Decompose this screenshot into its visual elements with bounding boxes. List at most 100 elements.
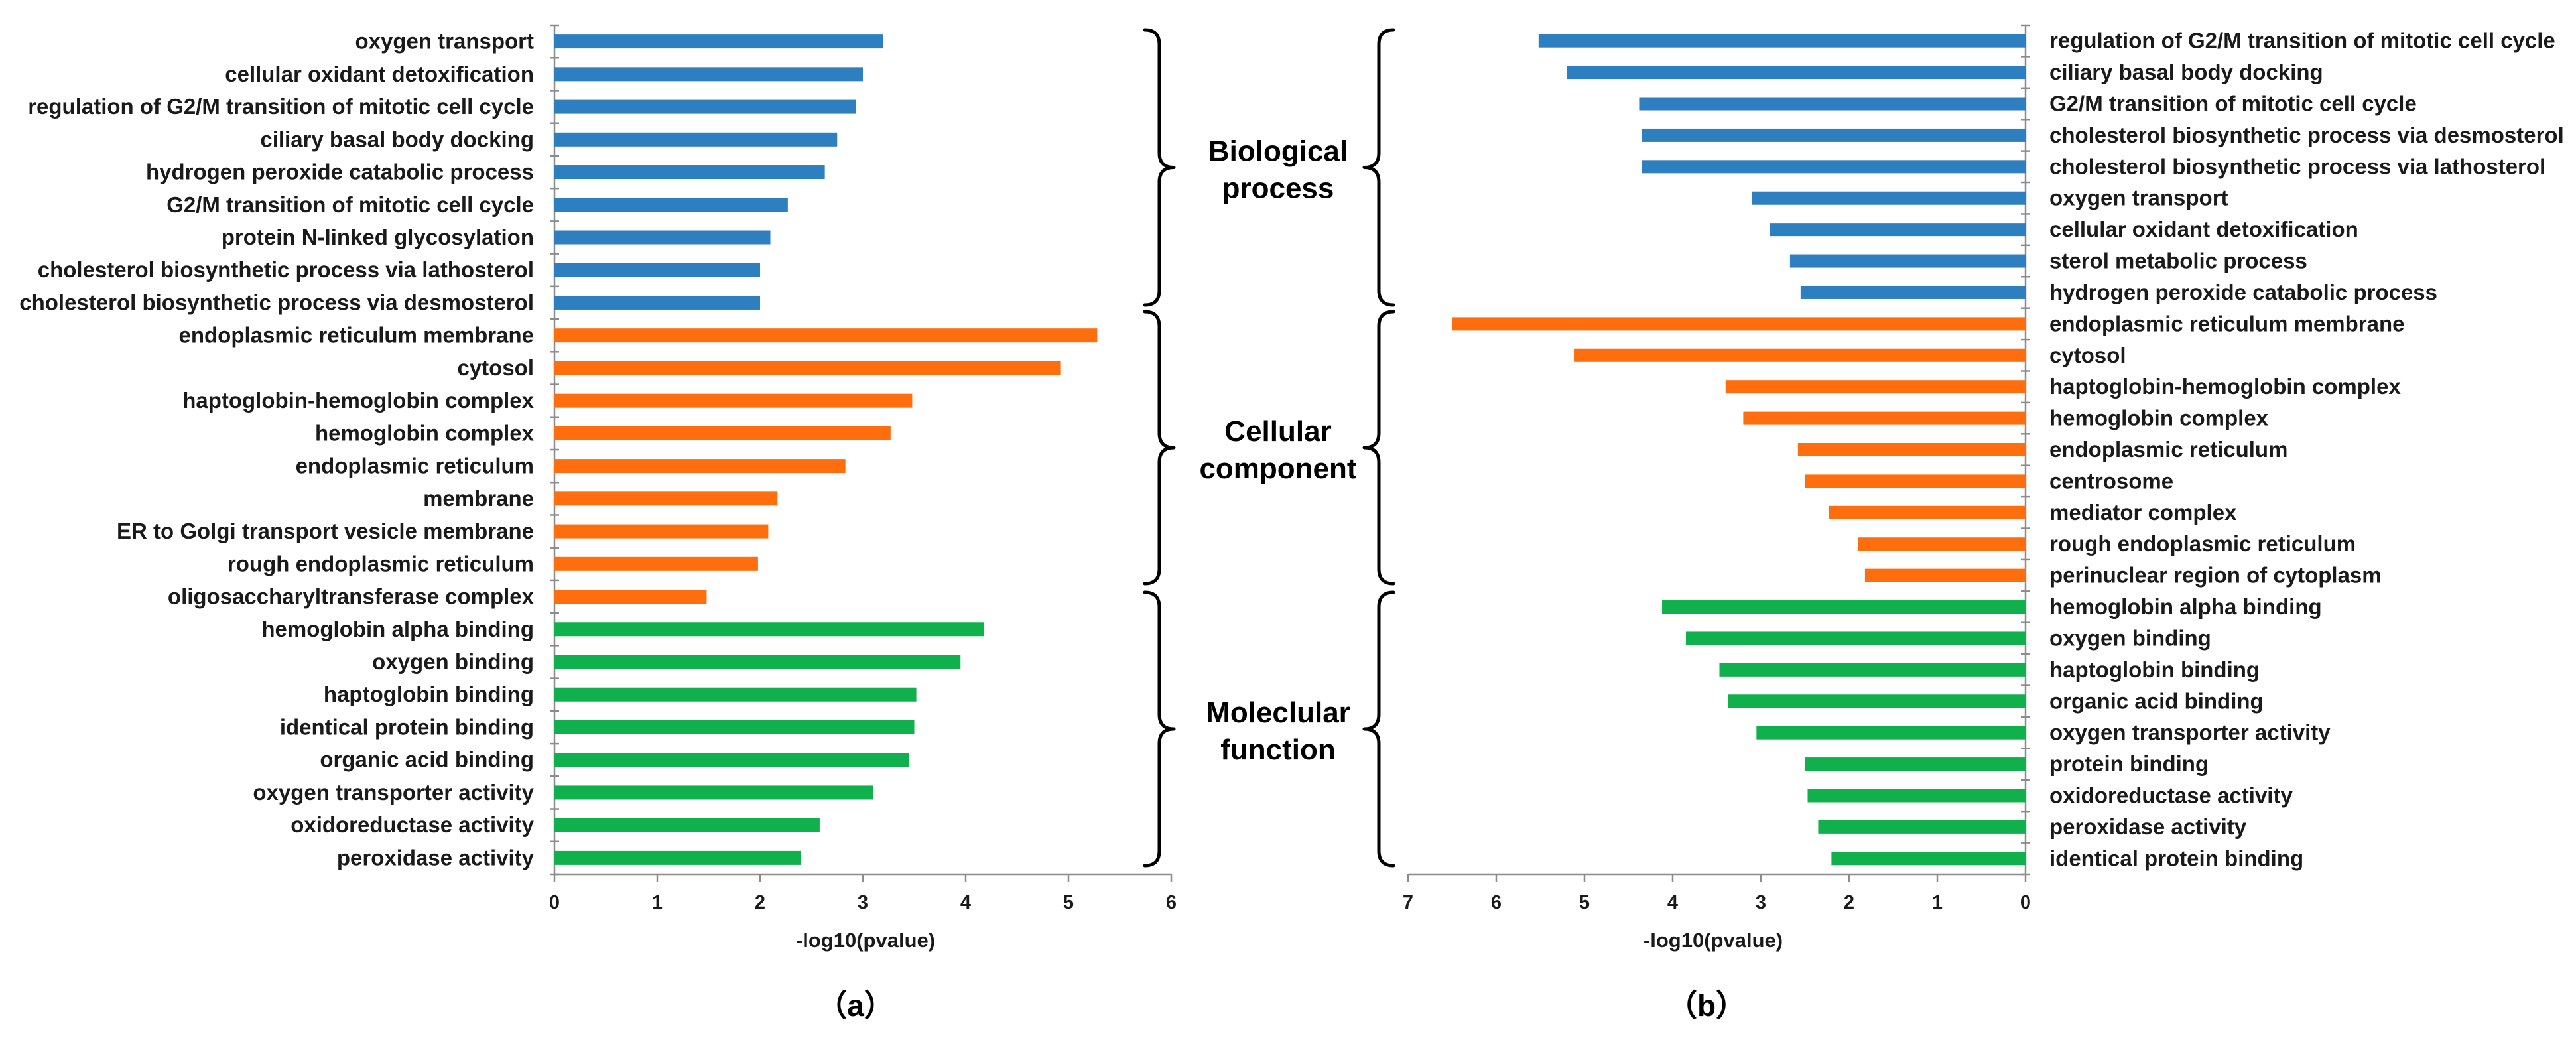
group-label-biological-process: Biological — [1208, 135, 1348, 168]
panel-b-category-label: cholesterol biosynthetic process via lat… — [2049, 154, 2545, 178]
panel-a-category-label: membrane — [423, 486, 534, 511]
panel-a-category-label: identical protein binding — [280, 714, 534, 739]
panel-b-category-label: regulation of G2/M transition of mitotic… — [2049, 29, 2555, 53]
panel-a-category-label: hydrogen peroxide catabolic process — [146, 160, 534, 184]
panel-b-value-tick-label: 5 — [1579, 892, 1590, 913]
panel-b-value-tick-label: 0 — [2020, 892, 2031, 913]
panel-a-value-tick-label: 4 — [960, 892, 971, 913]
panel-b-category-label: centrosome — [2049, 468, 2173, 493]
panel-b-category-label: ciliary basal body docking — [2049, 60, 2323, 84]
panel-b-bar-biological-process — [1642, 160, 2026, 174]
panel-a-category-label: haptoglobin-hemoglobin complex — [182, 388, 534, 413]
panel-b-category-label: oxygen binding — [2049, 625, 2211, 650]
panel-a-category-label: organic acid binding — [320, 748, 534, 772]
panel-a-bar-cellular-component — [554, 491, 778, 506]
panel-b-category-label: endoplasmic reticulum — [2049, 437, 2287, 462]
panel-b-bar-cellular-component — [1452, 317, 2026, 331]
panel-a-value-tick-label: 5 — [1063, 892, 1074, 913]
panel-b-category-label: oxygen transport — [2049, 186, 2228, 210]
panel-b-bar-molecular-function — [1831, 852, 2026, 866]
panel-a-bar-cellular-component — [554, 459, 846, 474]
group-label-cellular-component: component — [1199, 452, 1356, 485]
panel-b-category-label: peroxidase activity — [2049, 814, 2247, 839]
panel-a-category-label: cytosol — [457, 356, 534, 380]
panel-b-bar-cellular-component — [1725, 380, 2026, 394]
panel-a-category-label: endoplasmic reticulum — [296, 454, 534, 478]
left-brace-cellular-component — [1143, 310, 1176, 586]
panel-b-value-tick-label: 6 — [1491, 892, 1502, 913]
panel-a-bar-biological-process — [554, 165, 825, 180]
panel-a-category-label: hemoglobin complex — [315, 421, 535, 445]
panel-a-category-label: oligosaccharyltransferase complex — [168, 584, 535, 609]
panel-b-category-label: cellular oxidant detoxification — [2049, 217, 2358, 241]
panel-b-bar-biological-process — [1789, 254, 2026, 268]
panel-a-category-label: protein N-linked glycosylation — [222, 225, 534, 249]
panel-b-category-label: perinuclear region of cytoplasm — [2049, 563, 2382, 588]
panel-a-bar-cellular-component — [554, 393, 913, 408]
panel-a-category-label: ER to Golgi transport vesicle membrane — [117, 519, 534, 543]
panel-a-category-label: rough endoplasmic reticulum — [227, 551, 534, 576]
panel-a-bar-biological-process — [554, 34, 883, 49]
panel-a-bar-biological-process — [554, 132, 838, 147]
panel-b-category-label: G2/M transition of mitotic cell cycle — [2049, 92, 2417, 116]
panel-b-category-label: cytosol — [2049, 343, 2126, 367]
group-label-molecular-function: function — [1220, 734, 1336, 766]
panel-b-bar-cellular-component — [1858, 537, 2026, 551]
group-label-biological-process: process — [1222, 172, 1334, 205]
panel-a-bar-molecular-function — [554, 785, 873, 800]
panel-a-category-label: endoplasmic reticulum membrane — [179, 323, 535, 348]
panel-b-bar-cellular-component — [1797, 443, 2026, 456]
panel-a-value-tick-label: 1 — [652, 892, 663, 913]
panel-b-category-label: oxygen transporter activity — [2049, 720, 2331, 745]
panel-a-bar-biological-process — [554, 198, 788, 212]
panel-b-bar-molecular-function — [1805, 757, 2026, 771]
panel-b-bar-molecular-function — [1818, 820, 2026, 834]
panel-b-category-label: rough endoplasmic reticulum — [2049, 531, 2356, 556]
panel-b-bar-biological-process — [1752, 191, 2026, 205]
panel-b-bar-cellular-component — [1805, 474, 2026, 488]
panel-a-category-label: cellular oxidant detoxification — [225, 62, 534, 86]
panel-a-bar-molecular-function — [554, 850, 801, 865]
panel-a-bar-molecular-function — [554, 753, 909, 767]
group-label-cellular-component: Cellular — [1224, 415, 1331, 448]
panel-a-category-label: regulation of G2/M transition of mitotic… — [28, 94, 534, 119]
panel-a-value-tick-label: 3 — [858, 892, 868, 913]
panel-b-bar-molecular-function — [1685, 631, 2026, 645]
panel-a-category-label: G2/M transition of mitotic cell cycle — [166, 192, 534, 217]
panel-a-bar-cellular-component — [554, 361, 1061, 375]
panel-a-x-axis-title: -log10(pvalue) — [796, 929, 935, 952]
panel-b-category-label: identical protein binding — [2049, 846, 2303, 870]
panel-b-value-tick-label: 1 — [1932, 892, 1943, 913]
panel-a-category-label: ciliary basal body docking — [260, 127, 534, 151]
panel-b-x-axis-title: -log10(pvalue) — [1643, 929, 1783, 952]
group-label-molecular-function: Moleclular — [1206, 696, 1350, 729]
panel-b-category-label: cholesterol biosynthetic process via des… — [2049, 123, 2564, 147]
panel-a-bar-molecular-function — [554, 687, 917, 702]
panel-a-bar-cellular-component — [554, 556, 758, 571]
panel-a-bar-molecular-function — [554, 622, 984, 637]
panel-a-bar-cellular-component — [554, 328, 1098, 343]
panel-b-category-label: hemoglobin complex — [2049, 406, 2269, 430]
panel-a-category-label: haptoglobin binding — [324, 682, 534, 706]
left-brace-molecular-function — [1143, 590, 1176, 868]
panel-a-category-label: cholesterol biosynthetic process via des… — [19, 290, 534, 314]
category-braces: Biological process Cellular component Molecl… — [1143, 28, 1395, 868]
right-brace-molecular-function — [1362, 590, 1395, 868]
panel-a-category-label: oxygen transport — [355, 29, 534, 54]
panel-a-bar-cellular-component — [554, 426, 891, 440]
panel-a-chart: 0 1 2 3 4 5 6 oxygen transport cellular oxidant … — [19, 24, 1177, 1023]
panel-b-panel-label: （b） — [1667, 988, 1746, 1023]
panel-a-bar-biological-process — [554, 99, 856, 114]
panel-a-value-tick-label: 0 — [549, 892, 560, 913]
panel-b-bar-cellular-component — [1574, 348, 2026, 362]
panel-b-bar-molecular-function — [1662, 600, 2026, 614]
left-brace-biological-process — [1143, 28, 1176, 307]
panel-b-value-tick-label: 3 — [1756, 892, 1766, 913]
panel-b-bar-molecular-function — [1807, 789, 2026, 803]
panel-b-category-label: haptoglobin-hemoglobin complex — [2049, 374, 2401, 399]
panel-b-bar-molecular-function — [1728, 694, 2026, 708]
panel-b-bar-biological-process — [1639, 97, 2026, 111]
panel-b-category-label: protein binding — [2049, 751, 2209, 776]
panel-b-bar-biological-process — [1770, 223, 2026, 237]
